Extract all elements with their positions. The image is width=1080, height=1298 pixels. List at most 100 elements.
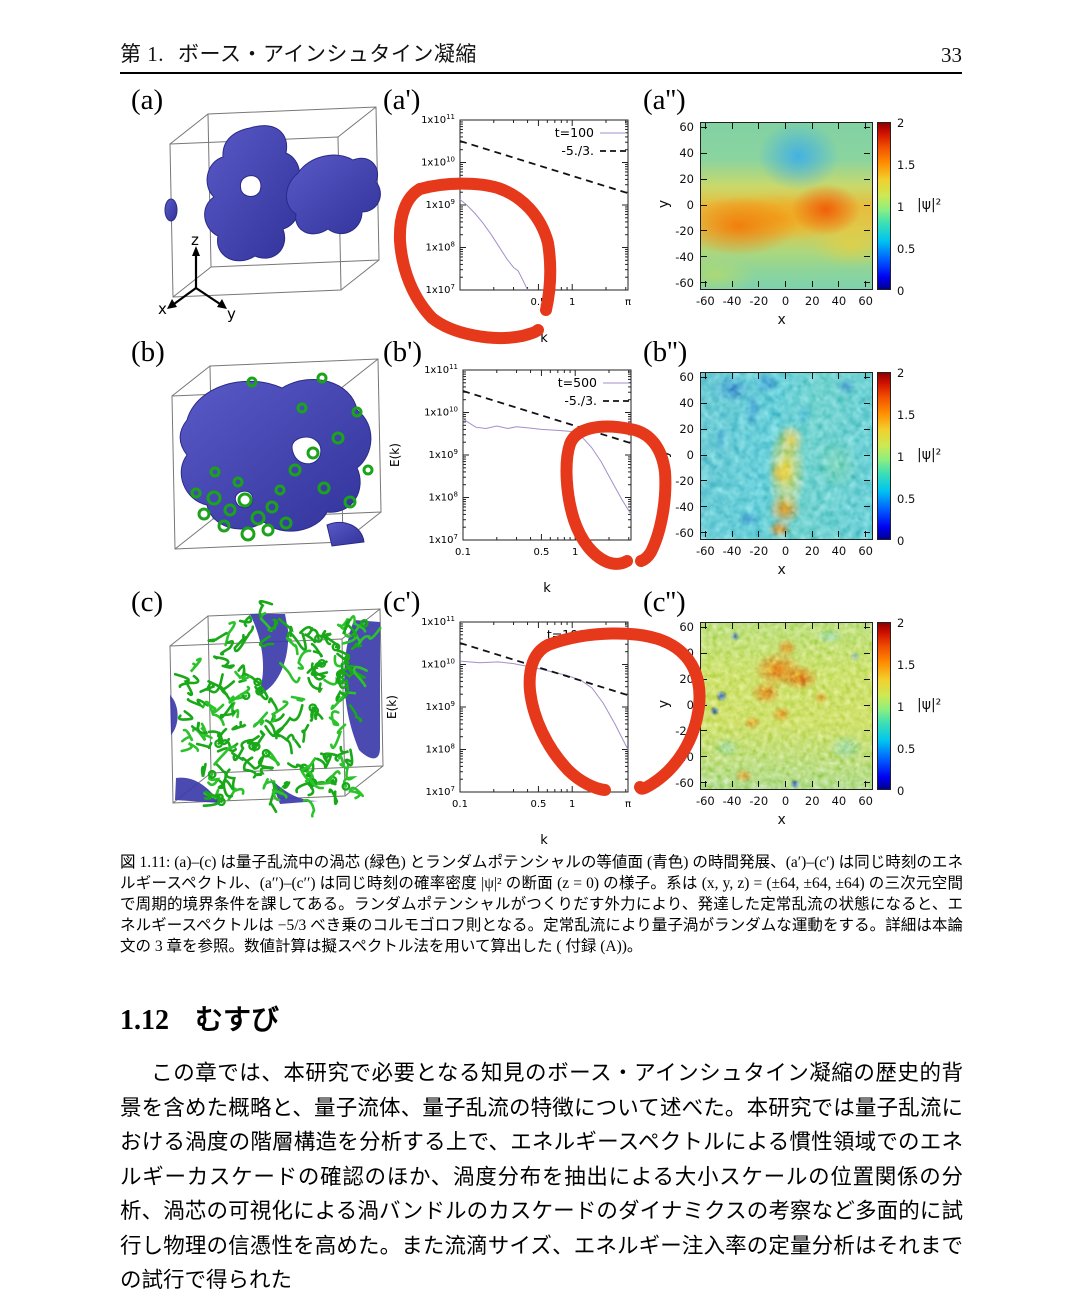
heatmap-ylab: 20 xyxy=(679,422,694,437)
panel-label-c: (c) xyxy=(131,586,164,618)
heatmap-tick xyxy=(811,623,813,629)
axis-triad xyxy=(167,246,227,309)
cb-lab: 0.5 xyxy=(897,492,916,506)
heatmap-xlab: 60 xyxy=(858,294,873,308)
vortex-tangle xyxy=(173,600,382,818)
svg-text:1x1010: 1x1010 xyxy=(424,406,458,419)
heatmap-tick xyxy=(731,373,733,379)
heatmap-tick xyxy=(864,126,870,128)
heatmap-tick xyxy=(701,256,707,258)
heatmap-ylab: -20 xyxy=(675,223,694,238)
heatmap-xlab: -40 xyxy=(722,544,742,558)
triad-y-label: y xyxy=(227,305,236,323)
heatmap-ylab: 0 xyxy=(686,198,694,212)
heatmap-tick xyxy=(731,623,733,629)
svg-text:-5./3.: -5./3. xyxy=(564,393,597,408)
svg-text:1x107: 1x107 xyxy=(429,533,458,546)
heatmap-tick xyxy=(864,428,870,430)
heatmap-tick xyxy=(704,123,706,129)
heatmap-xlab: -60 xyxy=(695,294,715,308)
heatmap-axis: y xyxy=(656,199,673,209)
heatmap-tick xyxy=(701,204,707,206)
heatmap-tick xyxy=(864,626,870,628)
heatmap-tick xyxy=(701,402,707,404)
heatmap-xlab: 40 xyxy=(831,794,847,808)
svg-text:t=1000: t=1000 xyxy=(547,627,594,642)
heatmap-axis: x xyxy=(777,812,786,828)
heatmap-tick xyxy=(701,652,707,654)
heatmap-xlab: 40 xyxy=(831,544,847,558)
heatmap-tick xyxy=(811,281,813,287)
heatmap-tick xyxy=(758,531,760,537)
heatmap-tick xyxy=(701,756,707,758)
chapter-header: 第 1. ボース・アインシュタイン凝縮 xyxy=(120,38,477,72)
cb-lab: 2 xyxy=(897,116,905,130)
colorbar-a xyxy=(877,122,891,290)
cb-lab: 1 xyxy=(897,450,905,464)
heatmap-xlab: 60 xyxy=(858,794,873,808)
heatmap-xlab: -20 xyxy=(749,794,769,808)
colorbar-b xyxy=(877,372,891,540)
cb-psi: |ψ|² xyxy=(917,197,942,213)
svg-text:k: k xyxy=(540,331,548,346)
heatmap-tick xyxy=(701,480,707,482)
figure-caption: 図 1.11: (a)–(c) は量子乱流中の渦芯 (緑色) とランダムポテンシ… xyxy=(120,854,963,955)
heatmap-tick xyxy=(864,506,870,508)
chapter-title: ボース・アインシュタイン凝縮 xyxy=(178,42,477,66)
heatmap-tick xyxy=(811,373,813,379)
svg-text:0.1: 0.1 xyxy=(452,799,468,810)
cb-psi: |ψ|² xyxy=(917,697,942,713)
svg-text:0.5: 0.5 xyxy=(530,799,546,810)
svg-text:1x109: 1x109 xyxy=(426,198,455,211)
energy-spectrum-a: 1x107 1x108 1x109 1x1010 1x1011 0.5 1 π t=100 -5.… xyxy=(421,113,631,346)
chapter-number: 第 1. xyxy=(120,42,164,66)
heatmap-axis: x xyxy=(777,312,786,328)
heatmap-xlab: -20 xyxy=(749,294,769,308)
colorbar-c xyxy=(877,622,891,790)
cb-lab: 0.5 xyxy=(897,242,916,256)
section-heading: 1.12 むすび xyxy=(120,998,279,1038)
svg-text:t=500: t=500 xyxy=(558,375,597,390)
heatmap-xlab: 20 xyxy=(804,794,820,808)
heatmap-tick xyxy=(701,126,707,128)
svg-text:1x1011: 1x1011 xyxy=(424,363,458,376)
svg-text:E(k): E(k) xyxy=(385,695,399,719)
heatmap-xlab: -40 xyxy=(722,794,742,808)
svg-text:1x1011: 1x1011 xyxy=(421,615,455,628)
cb-lab: 0.5 xyxy=(897,742,916,756)
triad-z-label: z xyxy=(191,231,199,249)
svg-text:t=100: t=100 xyxy=(555,125,594,140)
svg-text:0.1: 0.1 xyxy=(455,547,471,558)
heatmap-ylab: -60 xyxy=(675,525,694,540)
heatmap-tick xyxy=(864,178,870,180)
svg-text:k: k xyxy=(540,833,548,848)
heatmap-tick xyxy=(704,623,706,629)
heatmap-tick xyxy=(864,454,870,456)
heatmap-tick xyxy=(731,123,733,129)
svg-text:1x109: 1x109 xyxy=(426,700,455,713)
svg-text:1x107: 1x107 xyxy=(426,785,455,798)
heatmap-ylab: -60 xyxy=(675,275,694,290)
cb-lab: 0 xyxy=(897,784,905,798)
page-header: 第 1. ボース・アインシュタイン凝縮 33 xyxy=(120,34,962,74)
heatmap-tick xyxy=(701,376,707,378)
svg-text:1x1011: 1x1011 xyxy=(421,113,455,126)
heatmap-tick xyxy=(838,531,840,537)
svg-text:0.5: 0.5 xyxy=(530,297,546,308)
heatmap-tick xyxy=(701,532,707,534)
svg-text:1: 1 xyxy=(569,297,575,308)
heatmap-tick xyxy=(864,480,870,482)
heatmap-tick xyxy=(838,781,840,787)
heatmap-xlab: -20 xyxy=(749,544,769,558)
heatmap-ylab: -20 xyxy=(675,473,694,488)
heatmap-tick xyxy=(704,373,706,379)
heatmap-tick xyxy=(731,781,733,787)
heatmap-ylab: -40 xyxy=(675,749,694,764)
heatmap-xlab: -40 xyxy=(722,294,742,308)
heatmap-tick xyxy=(864,282,870,284)
heatmap-tick xyxy=(758,781,760,787)
heatmap-xlab: 20 xyxy=(804,294,820,308)
panel-label-b-dprime: (b'') xyxy=(643,336,688,368)
heatmap-tick xyxy=(864,704,870,706)
heatmap-tick xyxy=(864,652,870,654)
